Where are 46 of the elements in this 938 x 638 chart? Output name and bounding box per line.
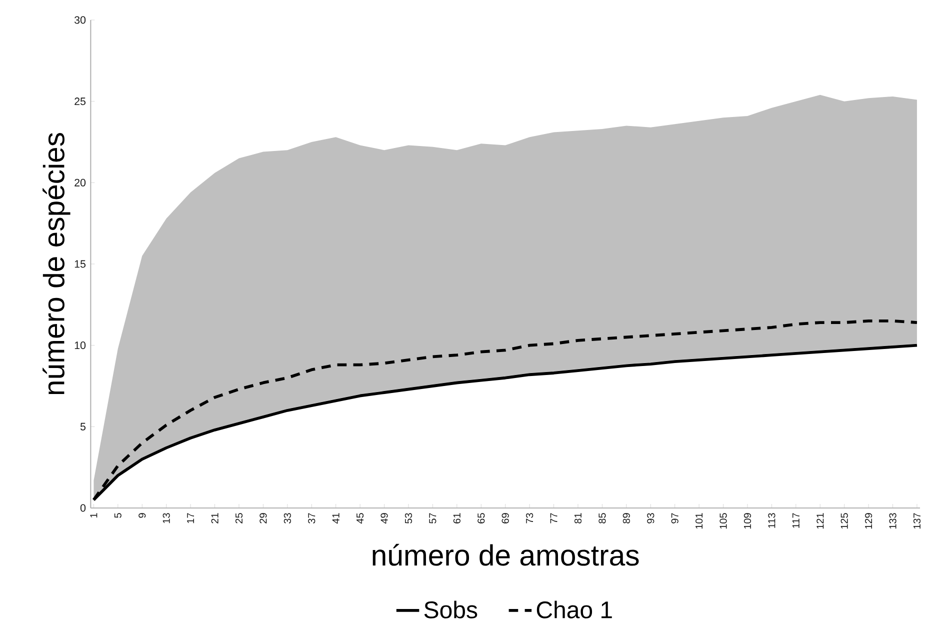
- legend-label: Sobs: [424, 600, 478, 618]
- x-tick-label: 121: [816, 513, 824, 529]
- x-axis-title: número de amostras: [372, 544, 639, 566]
- y-tick-label: 25: [74, 98, 86, 106]
- y-tick-label: 30: [74, 16, 86, 24]
- x-tick-label: 25: [235, 513, 243, 524]
- x-tick-label: 85: [598, 513, 606, 524]
- x-tick-label: 5: [114, 513, 122, 518]
- y-tick-label: 15: [74, 260, 86, 268]
- y-tick-label: 0: [80, 504, 86, 512]
- x-tick-label: 41: [332, 513, 340, 524]
- y-axis-title: número de espécies: [42, 133, 70, 394]
- x-tick-label: 21: [211, 513, 218, 524]
- x-tick-label: 105: [720, 513, 727, 529]
- x-tick-label: 61: [453, 513, 460, 524]
- y-tick-label: 10: [74, 342, 86, 350]
- x-tick-label: 133: [889, 513, 896, 529]
- x-tick-label: 137: [913, 513, 921, 529]
- x-tick-label: 9: [138, 513, 146, 518]
- x-tick-label: 117: [792, 513, 800, 528]
- x-tick-label: 65: [478, 513, 485, 524]
- x-tick-label: 129: [865, 513, 872, 529]
- x-tick-label: 53: [404, 513, 412, 524]
- y-tick-label: 5: [80, 422, 86, 430]
- x-tick-label: 17: [187, 513, 194, 524]
- x-tick-label: 69: [502, 513, 509, 524]
- x-tick-label: 125: [840, 513, 848, 529]
- x-tick-label: 81: [574, 513, 582, 524]
- x-tick-label: 109: [744, 513, 752, 529]
- x-tick-label: 77: [550, 513, 558, 524]
- x-tick-label: 13: [162, 513, 170, 524]
- x-tick-label: 1: [90, 513, 98, 518]
- x-tick-label: 29: [260, 513, 267, 524]
- x-tick-label: 73: [526, 513, 534, 524]
- x-tick-label: 101: [696, 513, 703, 529]
- x-tick-label: 89: [622, 513, 630, 524]
- x-tick-label: 49: [380, 513, 388, 524]
- x-tick-label: 57: [429, 513, 436, 524]
- x-tick-label: 33: [284, 513, 291, 524]
- x-tick-label: 97: [671, 513, 678, 524]
- x-tick-label: 113: [768, 513, 776, 528]
- legend-label: Chao 1: [536, 600, 612, 618]
- x-tick-label: 37: [308, 513, 316, 524]
- x-tick-label: 93: [647, 513, 654, 524]
- y-tick-label: 20: [74, 178, 86, 186]
- x-tick-label: 45: [356, 513, 364, 524]
